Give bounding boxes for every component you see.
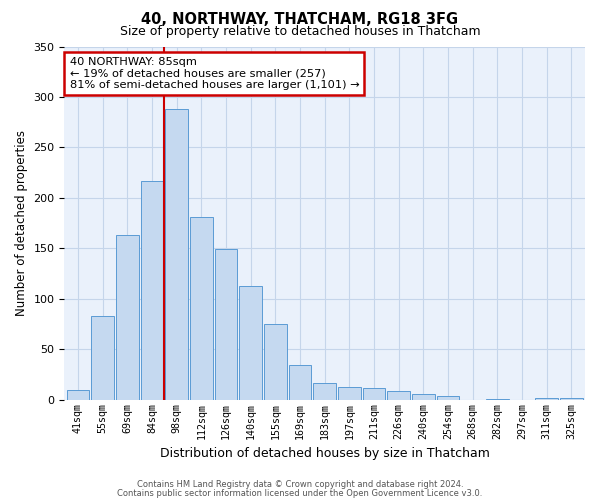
Bar — [388, 391, 410, 400]
Bar — [289, 364, 311, 400]
Bar — [91, 316, 114, 400]
Bar — [313, 382, 336, 400]
Bar — [486, 399, 509, 400]
Bar — [338, 387, 361, 400]
Bar — [190, 217, 212, 400]
Text: Size of property relative to detached houses in Thatcham: Size of property relative to detached ho… — [119, 25, 481, 38]
Bar — [264, 324, 287, 400]
Bar — [412, 394, 435, 400]
Bar — [560, 398, 583, 400]
Text: Contains public sector information licensed under the Open Government Licence v3: Contains public sector information licen… — [118, 489, 482, 498]
Bar — [437, 396, 460, 400]
Bar — [166, 109, 188, 400]
Bar — [67, 390, 89, 400]
Text: Contains HM Land Registry data © Crown copyright and database right 2024.: Contains HM Land Registry data © Crown c… — [137, 480, 463, 489]
Bar — [215, 250, 238, 400]
Text: 40 NORTHWAY: 85sqm
← 19% of detached houses are smaller (257)
81% of semi-detach: 40 NORTHWAY: 85sqm ← 19% of detached hou… — [70, 57, 359, 90]
Bar — [140, 181, 163, 400]
Bar — [116, 236, 139, 400]
Bar — [535, 398, 558, 400]
Bar — [362, 388, 385, 400]
Text: 40, NORTHWAY, THATCHAM, RG18 3FG: 40, NORTHWAY, THATCHAM, RG18 3FG — [142, 12, 458, 28]
Bar — [239, 286, 262, 400]
X-axis label: Distribution of detached houses by size in Thatcham: Distribution of detached houses by size … — [160, 447, 490, 460]
Y-axis label: Number of detached properties: Number of detached properties — [15, 130, 28, 316]
